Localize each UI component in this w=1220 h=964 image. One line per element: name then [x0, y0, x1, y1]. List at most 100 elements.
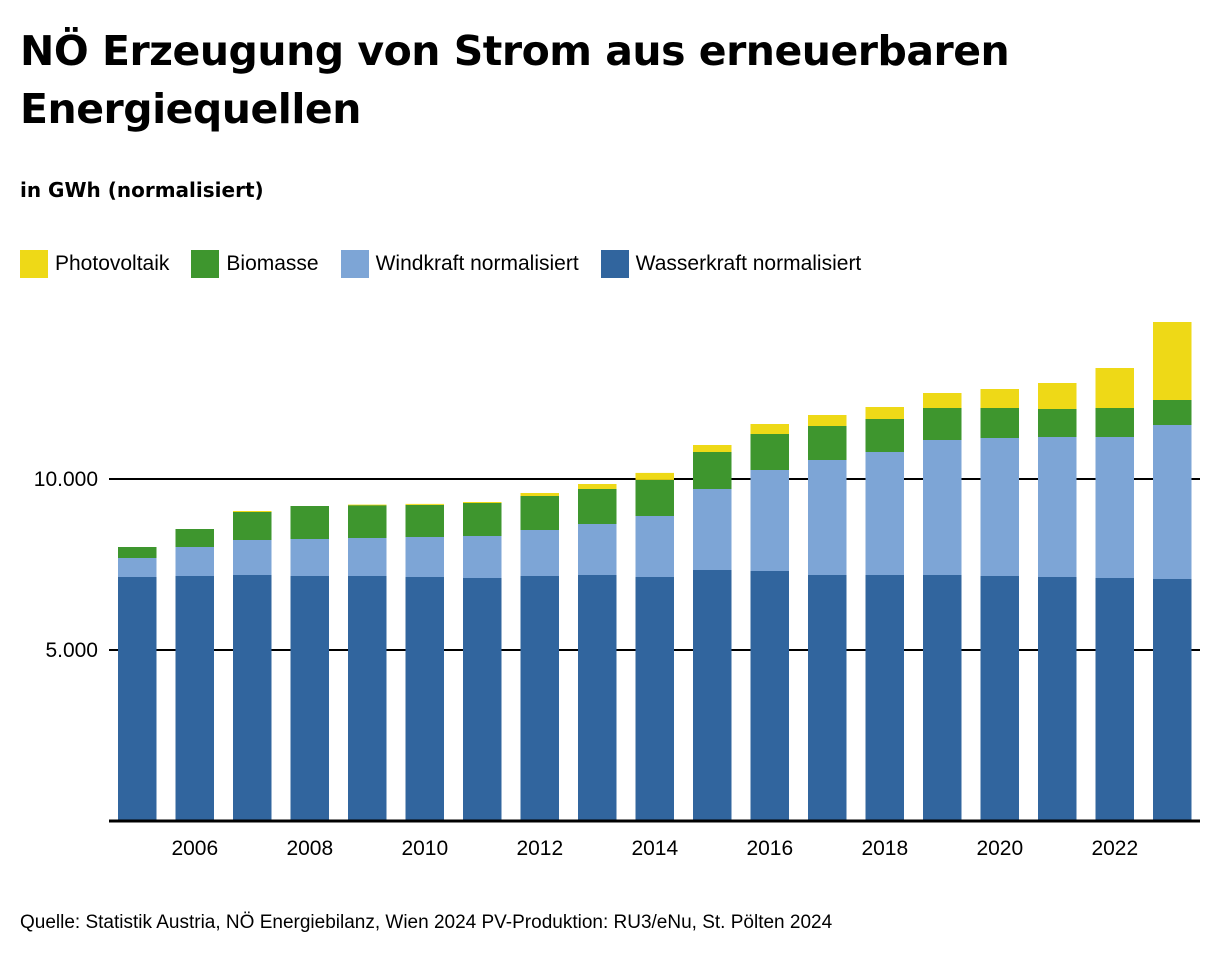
bar-photovoltaik-2013: [578, 484, 617, 489]
bar-wasserkraft-normalisiert-2009: [348, 576, 387, 821]
bar-biomasse-2007: [233, 512, 272, 540]
legend-item-biomasse: Biomasse: [191, 250, 319, 278]
bar-biomasse-2015: [693, 452, 732, 489]
bar-biomasse-2009: [348, 505, 387, 538]
bar-stack-2020: [980, 389, 1019, 821]
bar-stack-2021: [1038, 383, 1077, 821]
bar-biomasse-2006: [175, 529, 214, 547]
legend-label: Windkraft normalisiert: [375, 252, 579, 275]
bar-stack-2023: [1153, 322, 1192, 821]
bar-biomasse-2018: [865, 419, 904, 452]
bar-photovoltaik-2023: [1153, 322, 1192, 400]
bar-wasserkraft-normalisiert-2014: [635, 577, 674, 821]
bar-stack-2005: [118, 547, 157, 821]
bar-stack-2008: [290, 506, 329, 821]
legend-label: Photovoltaik: [55, 252, 170, 275]
bar-wasserkraft-normalisiert-2023: [1153, 579, 1192, 821]
bar-biomasse-2021: [1038, 409, 1077, 437]
bar-windkraft-normalisiert-2018: [865, 452, 904, 575]
x-tick-label: 2006: [171, 837, 218, 860]
bar-wasserkraft-normalisiert-2008: [290, 576, 329, 821]
x-tick-label: 2016: [746, 837, 793, 860]
bar-wasserkraft-normalisiert-2013: [578, 575, 617, 821]
bar-stack-2018: [865, 407, 904, 821]
bar-wasserkraft-normalisiert-2018: [865, 575, 904, 821]
axes: 5.000 10.000 2006 2008 2010 2012 2014 2016 2018 2…: [34, 468, 1200, 860]
y-tick-label: 10.000: [34, 468, 98, 491]
legend-swatch-windkraft: [340, 250, 369, 278]
bar-photovoltaik-2014: [635, 472, 674, 480]
legend: Photovoltaik Biomasse Windkraft normalis…: [20, 250, 883, 278]
bar-wasserkraft-normalisiert-2017: [808, 575, 847, 821]
bar-windkraft-normalisiert-2006: [175, 547, 214, 576]
bar-biomasse-2012: [520, 496, 559, 530]
bar-biomasse-2008: [290, 506, 329, 539]
bar-biomasse-2017: [808, 426, 847, 460]
bar-windkraft-normalisiert-2015: [693, 489, 732, 570]
bars: [118, 322, 1192, 821]
bar-wasserkraft-normalisiert-2005: [118, 577, 157, 821]
x-tick-label: 2020: [976, 837, 1023, 860]
source-note: Quelle: Statistik Austria, NÖ Energiebil…: [20, 912, 833, 933]
bar-windkraft-normalisiert-2009: [348, 538, 387, 576]
bar-windkraft-normalisiert-2021: [1038, 437, 1077, 577]
chart-title: NÖ Erzeugung von Strom aus erneuerbaren …: [20, 27, 1010, 133]
bar-photovoltaik-2010: [405, 503, 444, 505]
bar-windkraft-normalisiert-2016: [750, 470, 789, 571]
x-tick-label: 2018: [861, 837, 908, 860]
bar-photovoltaik-2011: [463, 502, 502, 503]
bar-stack-2007: [233, 511, 272, 821]
bar-windkraft-normalisiert-2023: [1153, 425, 1192, 579]
bar-wasserkraft-normalisiert-2021: [1038, 577, 1077, 821]
bar-wasserkraft-normalisiert-2011: [463, 578, 502, 821]
legend-label: Biomasse: [226, 252, 319, 275]
bar-stack-2012: [520, 493, 559, 821]
bar-wasserkraft-normalisiert-2010: [405, 577, 444, 821]
bar-stack-2014: [635, 472, 674, 821]
bar-wasserkraft-normalisiert-2015: [693, 570, 732, 821]
legend-swatch-biomasse: [191, 250, 220, 278]
bar-stack-2017: [808, 415, 847, 821]
bar-wasserkraft-normalisiert-2019: [923, 575, 962, 821]
legend-item-wasserkraft: Wasserkraft normalisiert: [600, 250, 861, 278]
bar-stack-2015: [693, 445, 732, 821]
bar-windkraft-normalisiert-2017: [808, 460, 847, 575]
bar-windkraft-normalisiert-2007: [233, 540, 272, 575]
x-tick-label: 2014: [631, 837, 678, 860]
bar-wasserkraft-normalisiert-2022: [1095, 578, 1134, 821]
bar-windkraft-normalisiert-2013: [578, 524, 617, 575]
bar-wasserkraft-normalisiert-2020: [980, 576, 1019, 821]
legend-swatch-wasserkraft: [600, 250, 629, 278]
bar-photovoltaik-2018: [865, 407, 904, 419]
bar-photovoltaik-2007: [233, 511, 272, 512]
bar-stack-2016: [750, 424, 789, 821]
bar-stack-2009: [348, 504, 387, 821]
bar-wasserkraft-normalisiert-2016: [750, 571, 789, 821]
bar-stack-2010: [405, 503, 444, 821]
bar-stack-2011: [463, 502, 502, 821]
bar-windkraft-normalisiert-2014: [635, 516, 674, 577]
bar-biomasse-2020: [980, 408, 1019, 438]
bar-photovoltaik-2012: [520, 493, 559, 496]
bar-biomasse-2023: [1153, 400, 1192, 425]
x-tick-label: 2022: [1091, 837, 1138, 860]
bar-biomasse-2005: [118, 547, 157, 558]
bar-photovoltaik-2021: [1038, 383, 1077, 409]
bar-wasserkraft-normalisiert-2006: [175, 576, 214, 821]
legend-item-windkraft: Windkraft normalisiert: [340, 250, 579, 278]
bar-stack-2006: [175, 529, 214, 821]
x-tick-label: 2012: [516, 837, 563, 860]
bar-stack-2022: [1095, 368, 1134, 821]
bar-biomasse-2019: [923, 408, 962, 440]
bar-biomasse-2016: [750, 434, 789, 470]
bar-photovoltaik-2019: [923, 393, 962, 408]
bar-windkraft-normalisiert-2020: [980, 438, 1019, 576]
bar-photovoltaik-2009: [348, 504, 387, 506]
bar-stack-2013: [578, 484, 617, 821]
bar-photovoltaik-2017: [808, 415, 847, 426]
bar-windkraft-normalisiert-2008: [290, 539, 329, 576]
bar-windkraft-normalisiert-2011: [463, 536, 502, 578]
bar-biomasse-2011: [463, 503, 502, 536]
bar-windkraft-normalisiert-2012: [520, 530, 559, 576]
bar-biomasse-2013: [578, 489, 617, 524]
